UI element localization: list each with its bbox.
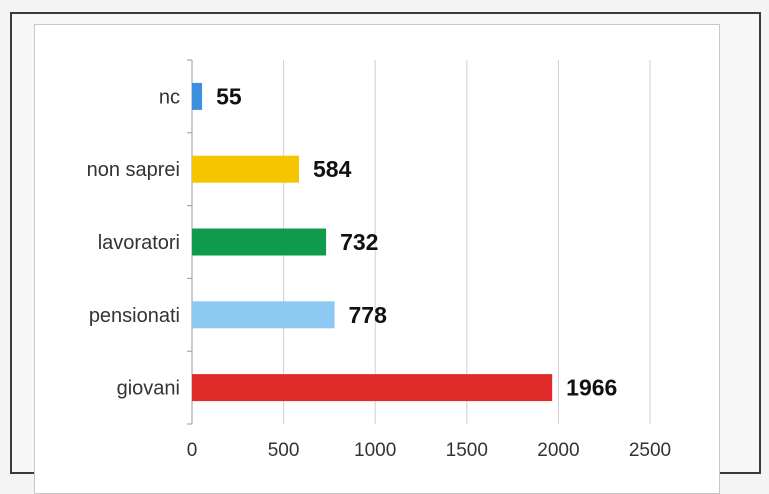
x-tick-label: 2000 (537, 440, 579, 461)
x-tick-label: 1000 (354, 440, 396, 461)
category-label: giovani (117, 378, 180, 400)
category-label: non saprei (87, 159, 180, 181)
data-label: 584 (313, 156, 352, 182)
bar-pensionati (192, 301, 335, 329)
category-label: pensionati (89, 305, 180, 327)
chart-frame (10, 12, 761, 494)
data-labels: 55 584 732 778 1966 (216, 83, 617, 400)
category-label: lavoratori (98, 232, 180, 254)
bar-giovani (192, 374, 553, 402)
plot-area-border (34, 24, 720, 494)
x-tick-labels: 0 500 1000 1500 2000 2500 (187, 440, 671, 461)
category-label: nc (159, 86, 180, 108)
bars (192, 82, 553, 402)
data-label: 778 (349, 302, 388, 328)
bar-non-saprei (192, 155, 299, 183)
bar-lavoratori (192, 228, 327, 256)
x-tick-label: 2500 (629, 440, 671, 461)
data-label: 55 (216, 83, 242, 109)
data-label: 732 (340, 229, 378, 255)
x-tick-label: 500 (268, 440, 300, 461)
bar-nc (192, 82, 203, 110)
x-tick-label: 1500 (446, 440, 488, 461)
x-tick-label: 0 (187, 440, 198, 461)
data-label: 1966 (566, 375, 617, 401)
category-labels: nc non saprei lavoratori pensionati giovani (87, 86, 180, 399)
